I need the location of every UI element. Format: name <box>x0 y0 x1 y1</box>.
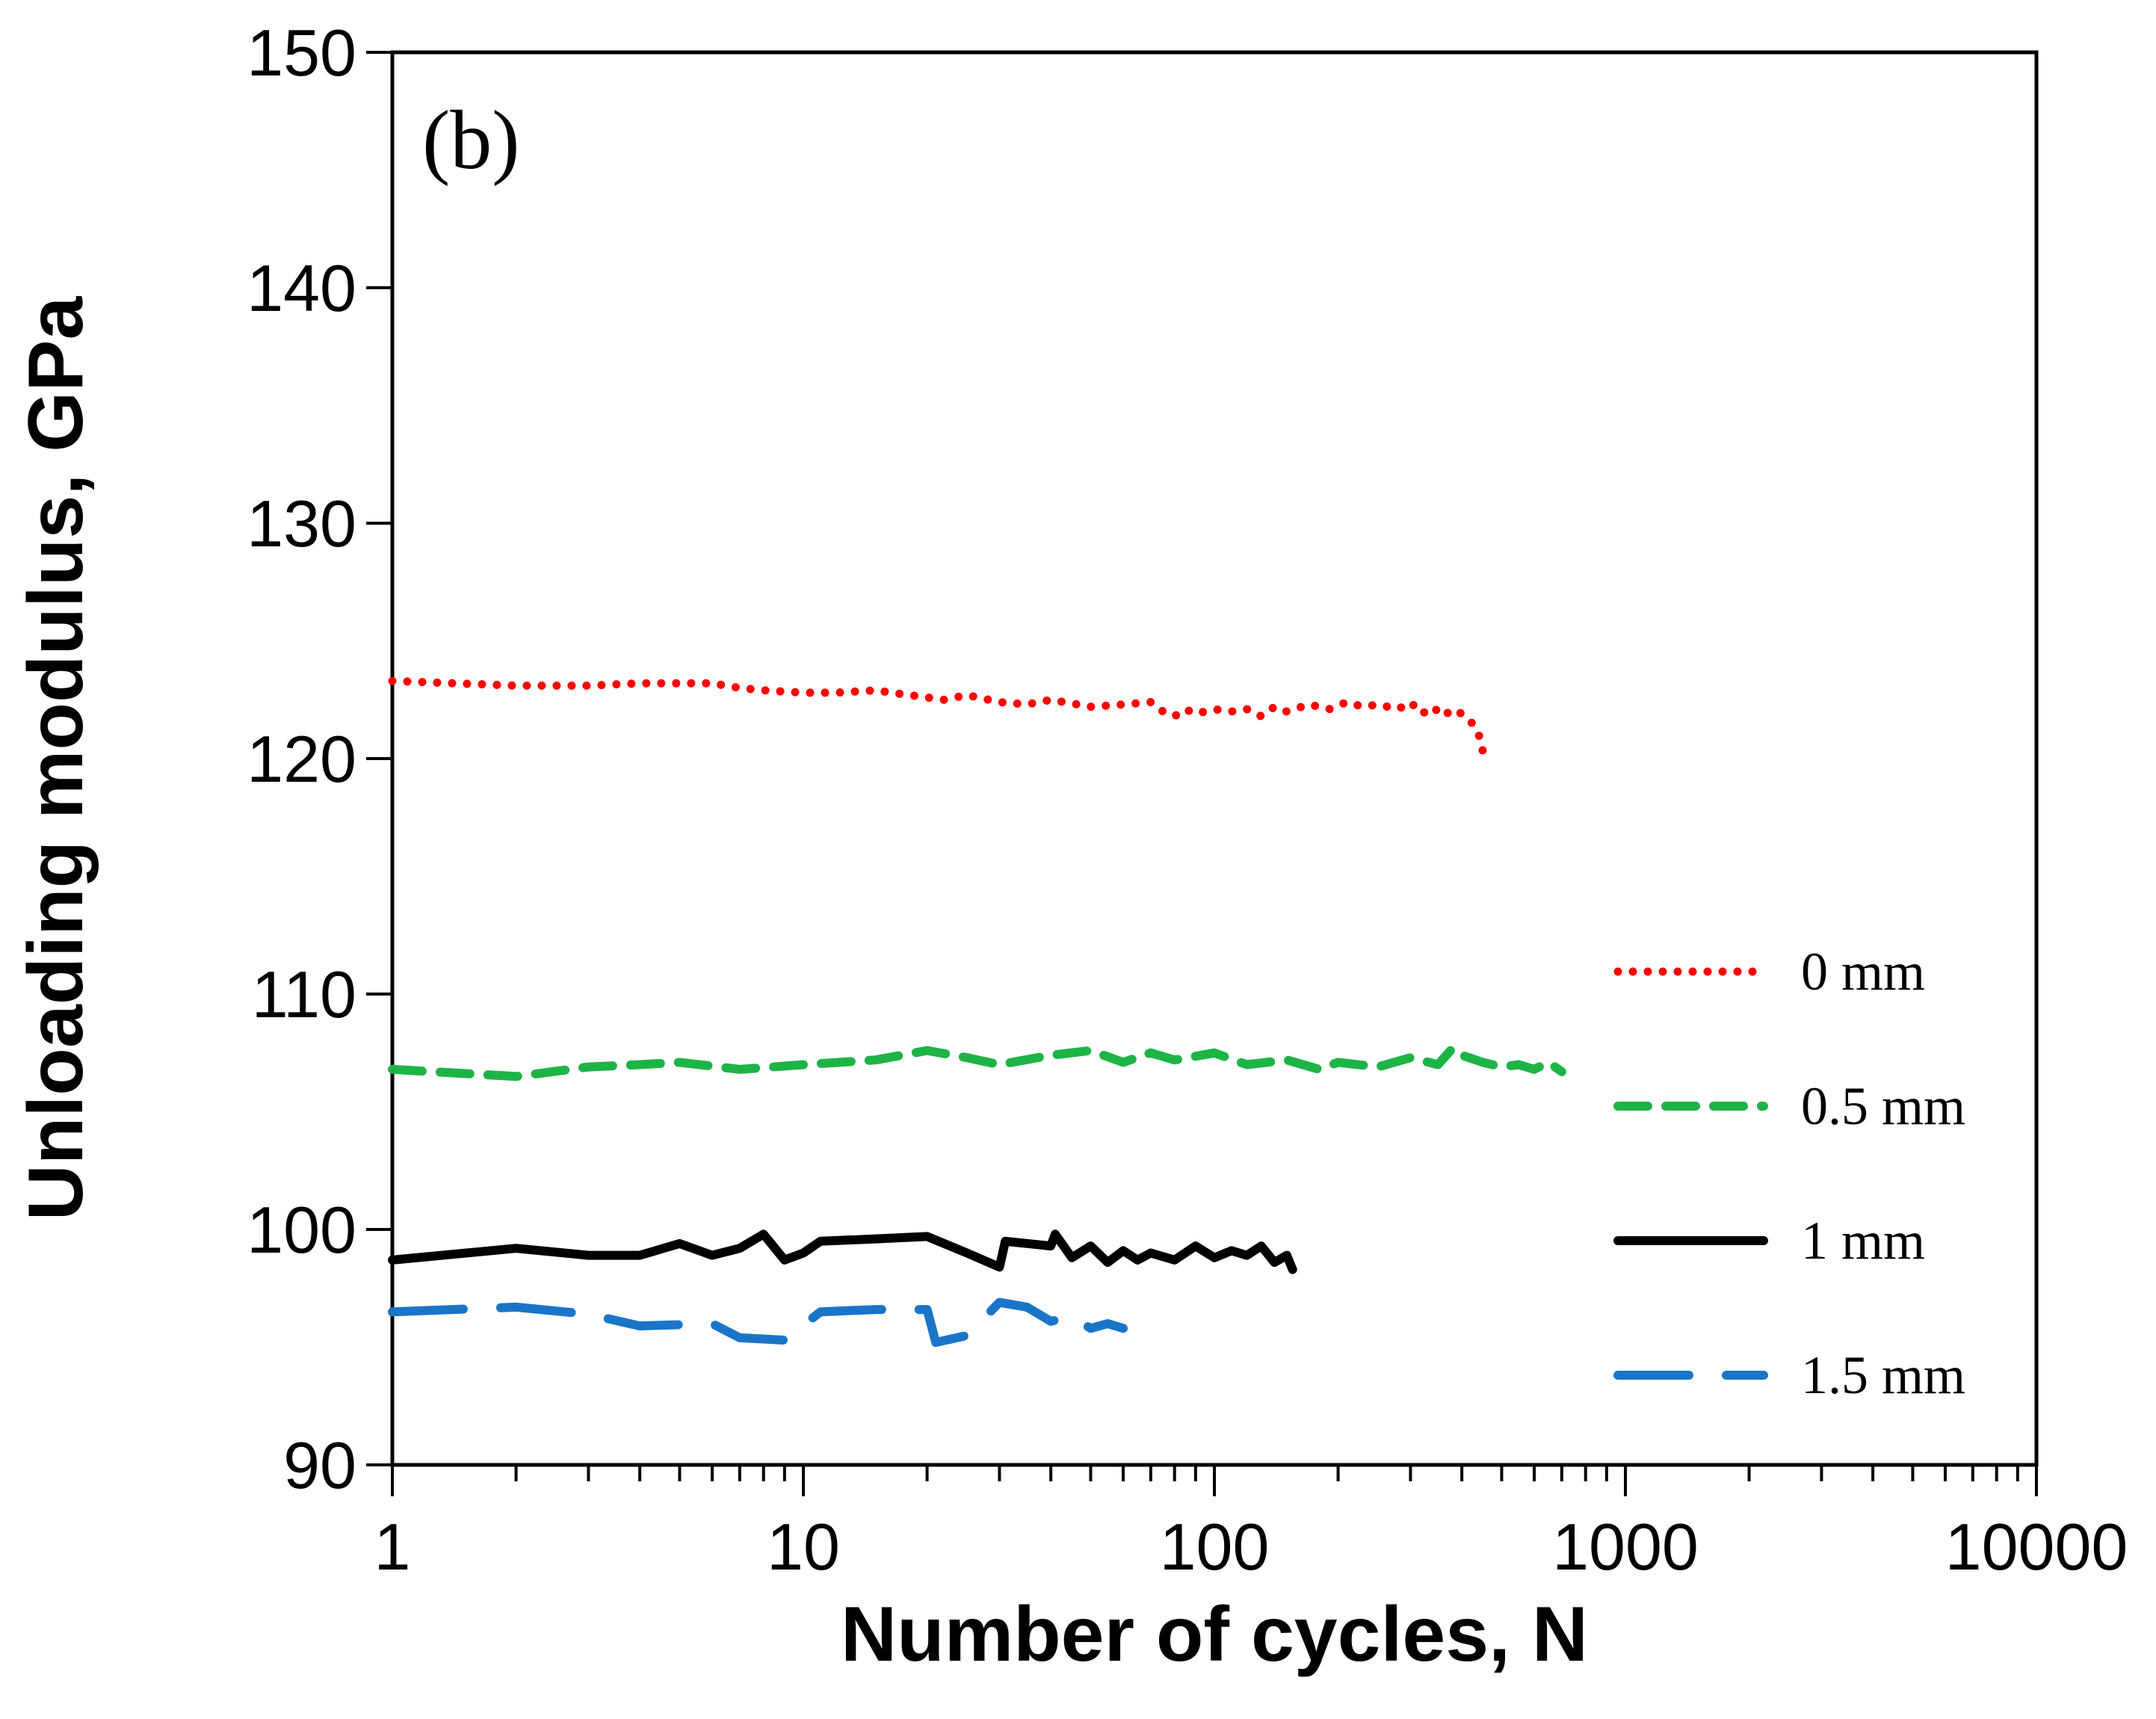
y-tick-label: 90 <box>283 1428 356 1502</box>
x-tick-label: 1000 <box>1552 1510 1699 1584</box>
legend: 0 mm 0.5 mm 1 mm 1.5 mm <box>1613 942 1965 1405</box>
legend-label-0: 0 mm <box>1801 942 1925 1002</box>
series-layer <box>388 676 1566 1348</box>
series-line-0 <box>388 676 1487 756</box>
x-axis-ticks: 1 10 100 1000 10000 <box>374 1465 2128 1584</box>
y-tick-label: 140 <box>247 251 356 325</box>
y-tick-label: 110 <box>252 957 356 1031</box>
y-axis-ticks: 90 100 110 120 130 140 150 <box>247 16 392 1502</box>
panel-label: (b) <box>422 94 520 187</box>
x-tick-label: 10000 <box>1945 1510 2128 1584</box>
y-tick-label: 130 <box>247 487 356 561</box>
series-line-2 <box>388 1229 1297 1274</box>
y-tick-label: 120 <box>247 722 356 796</box>
y-tick-label: 150 <box>247 16 356 90</box>
x-tick-label: 100 <box>1160 1510 1270 1584</box>
legend-label-3: 1.5 mm <box>1801 1345 1965 1405</box>
legend-label-1: 0.5 mm <box>1801 1076 1965 1136</box>
y-tick-label: 100 <box>247 1193 356 1267</box>
series-line-3 <box>388 1297 1128 1348</box>
x-tick-label: 10 <box>767 1510 840 1584</box>
legend-label-2: 1 mm <box>1801 1211 1925 1271</box>
x-tick-label: 1 <box>374 1510 411 1584</box>
y-axis-title: Unloading modulus, GPa <box>13 296 99 1221</box>
series-line-1 <box>388 1043 1566 1081</box>
x-axis-title: Number of cycles, N <box>841 1591 1588 1678</box>
